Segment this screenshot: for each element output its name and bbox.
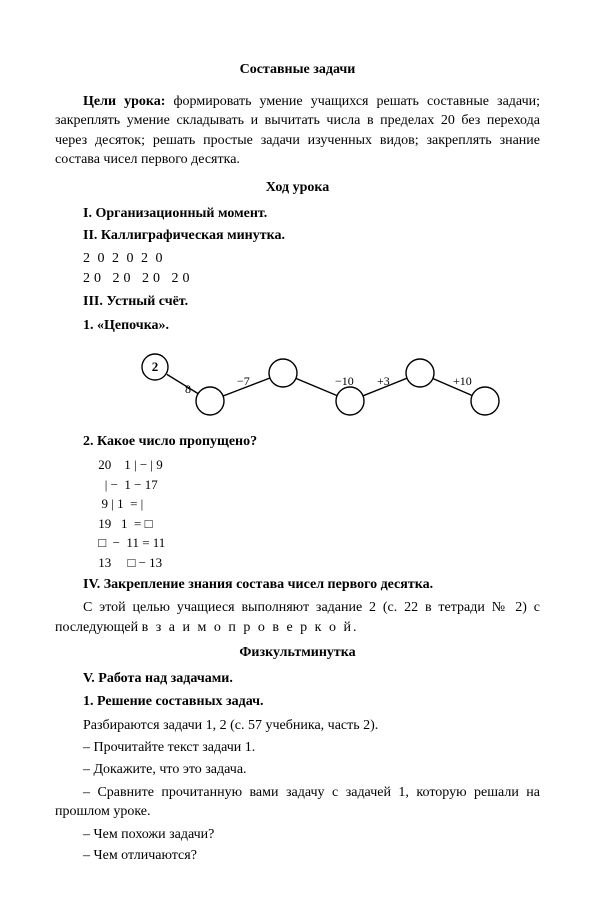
item-3-2: 2. Какое число пропущено? xyxy=(55,432,540,452)
calligraphy-line-1: 2 0 2 0 2 0 xyxy=(55,249,540,269)
section-4-text: С этой целью учащиеся выполняют задание … xyxy=(55,598,540,637)
eq-row: 20 1 | − | 9 xyxy=(95,455,540,475)
calligraphy-line-2: 20 20 20 20 xyxy=(55,269,540,289)
eq-row: | − 1 − 17 xyxy=(95,475,540,495)
section-4: IV. Закрепление знания состава чисел пер… xyxy=(55,575,540,595)
svg-text:+3: +3 xyxy=(377,374,390,388)
goals-lead: Цели урока: xyxy=(83,94,165,109)
s4-text-b: в з а и м о п р о в е р к о й. xyxy=(142,620,359,635)
p-5-1: Разбираются задачи 1, 2 (с. 57 учебника,… xyxy=(55,716,540,736)
chain-diagram: 2 8 −7 −10 +3 +10 xyxy=(115,343,540,428)
p-5-2: – Прочитайте текст задачи 1. xyxy=(55,738,540,758)
p-5-3: – Докажите, что это задача. xyxy=(55,760,540,780)
p-5-4: – Сравните прочитанную вами задачу с зад… xyxy=(55,783,540,822)
svg-text:8: 8 xyxy=(185,382,191,396)
equation-block: 20 1 | − | 9 | − 1 − 17 9 | 1 = | 19 1 =… xyxy=(95,455,540,572)
phys-header: Физкультминутка xyxy=(55,643,540,663)
eq-row: 9 | 1 = | xyxy=(95,494,540,514)
section-5: V. Работа над задачами. xyxy=(55,669,540,689)
eq-row: 13 □ − 13 xyxy=(95,553,540,573)
p-5-6: – Чем отличаются? xyxy=(55,846,540,866)
svg-text:2: 2 xyxy=(152,359,159,374)
eq-row: 19 1 = □ xyxy=(95,514,540,534)
item-5-1: 1. Решение составных задач. xyxy=(55,692,540,712)
progress-header: Ход урока xyxy=(55,178,540,198)
section-3: III. Устный счёт. xyxy=(55,292,540,312)
svg-text:−7: −7 xyxy=(237,374,250,388)
svg-text:+10: +10 xyxy=(453,374,472,388)
eq-row: □ − 11 = 11 xyxy=(95,533,540,553)
section-2: II. Каллиграфическая минутка. xyxy=(55,226,540,246)
section-1: I. Организационный момент. xyxy=(55,204,540,224)
page-title: Составные задачи xyxy=(55,60,540,80)
lesson-goals: Цели урока: формировать умение учащихся … xyxy=(55,92,540,170)
svg-text:−10: −10 xyxy=(335,374,354,388)
p-5-5: – Чем похожи задачи? xyxy=(55,825,540,845)
item-3-1: 1. «Цепочка». xyxy=(55,316,540,336)
